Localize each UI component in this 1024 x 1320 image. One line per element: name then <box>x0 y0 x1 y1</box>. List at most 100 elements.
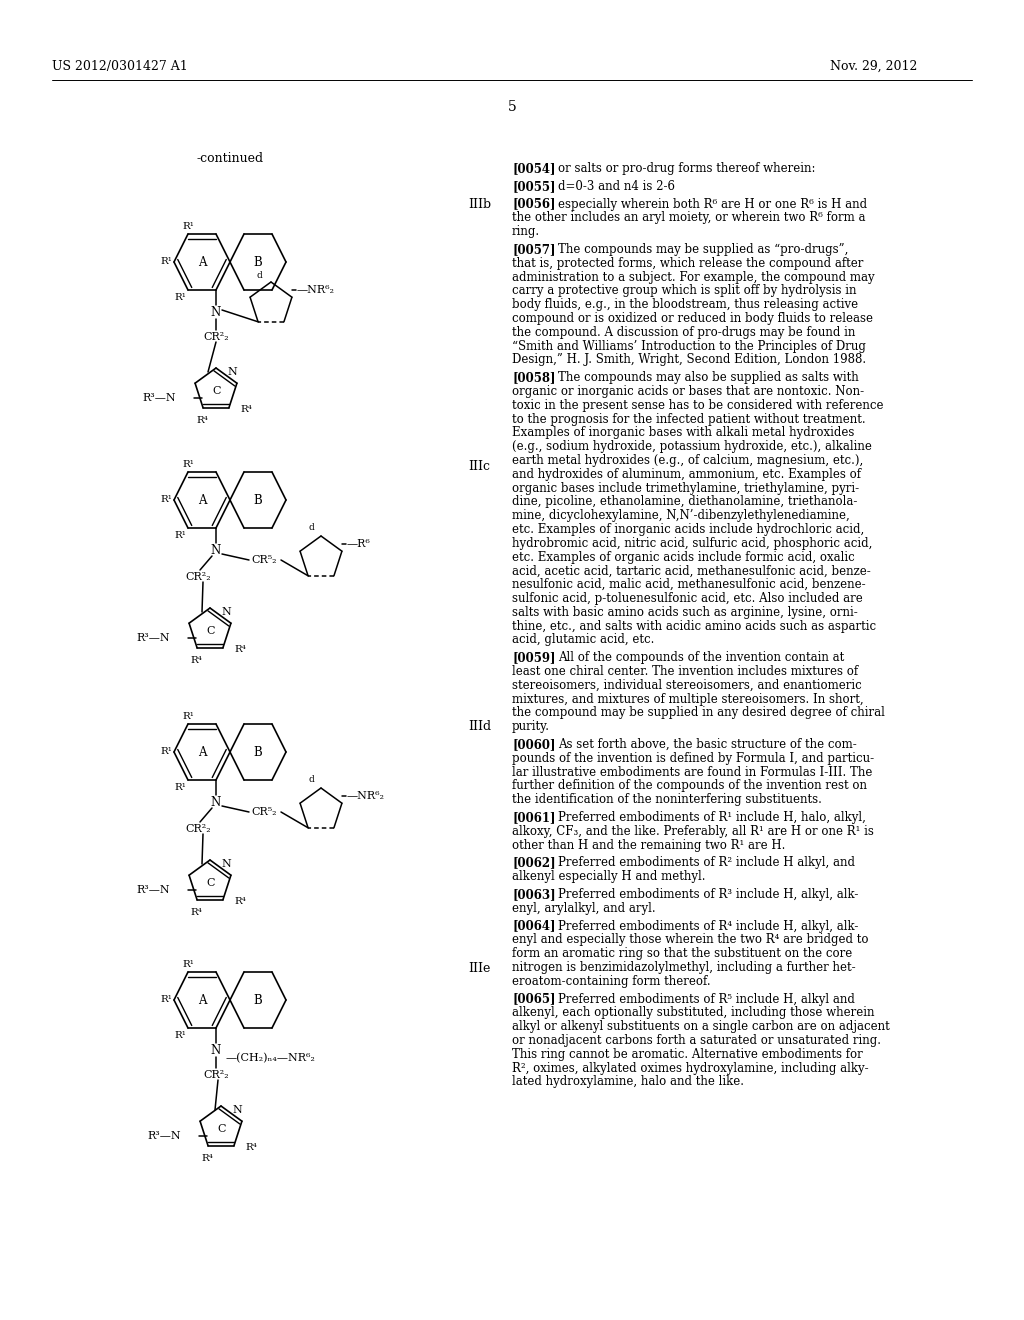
Text: B: B <box>254 256 262 268</box>
Text: This ring cannot be aromatic. Alternative embodiments for: This ring cannot be aromatic. Alternativ… <box>512 1048 863 1061</box>
Text: alkenyl especially H and methyl.: alkenyl especially H and methyl. <box>512 870 706 883</box>
Text: or salts or pro-drug forms thereof wherein:: or salts or pro-drug forms thereof where… <box>558 162 815 176</box>
Text: ring.: ring. <box>512 226 540 238</box>
Text: “Smith and Williams’ Introduction to the Principles of Drug: “Smith and Williams’ Introduction to the… <box>512 339 866 352</box>
Text: mine, dicyclohexylamine, N,N’-dibenzylethylenediamine,: mine, dicyclohexylamine, N,N’-dibenzylet… <box>512 510 850 523</box>
Text: R¹: R¹ <box>182 960 194 969</box>
Text: that is, protected forms, which release the compound after: that is, protected forms, which release … <box>512 257 863 269</box>
Text: [0056]: [0056] <box>512 198 555 211</box>
Text: nesulfonic acid, malic acid, methanesulfonic acid, benzene-: nesulfonic acid, malic acid, methanesulf… <box>512 578 865 591</box>
Text: A: A <box>198 994 206 1006</box>
Text: R⁴: R⁴ <box>201 1154 213 1163</box>
Text: Preferred embodiments of R¹ include H, halo, alkyl,: Preferred embodiments of R¹ include H, h… <box>558 810 866 824</box>
Text: A: A <box>198 746 206 759</box>
Text: mixtures, and mixtures of multiple stereoisomers. In short,: mixtures, and mixtures of multiple stere… <box>512 693 863 706</box>
Text: Preferred embodiments of R³ include H, alkyl, alk-: Preferred embodiments of R³ include H, a… <box>558 888 858 902</box>
Text: R⁴: R⁴ <box>245 1143 257 1152</box>
Text: administration to a subject. For example, the compound may: administration to a subject. For example… <box>512 271 874 284</box>
Text: R⁴: R⁴ <box>234 645 246 655</box>
Text: Preferred embodiments of R⁵ include H, alkyl and: Preferred embodiments of R⁵ include H, a… <box>558 993 855 1006</box>
Text: IIIe: IIIe <box>468 962 490 975</box>
Text: sulfonic acid, p-toluenesulfonic acid, etc. Also included are: sulfonic acid, p-toluenesulfonic acid, e… <box>512 591 863 605</box>
Text: The compounds may be supplied as “pro-drugs”,: The compounds may be supplied as “pro-dr… <box>558 243 848 256</box>
Text: C: C <box>207 878 215 888</box>
Text: body fluids, e.g., in the bloodstream, thus releasing active: body fluids, e.g., in the bloodstream, t… <box>512 298 858 312</box>
Text: IIIb: IIIb <box>468 198 492 211</box>
Text: CR²₂: CR²₂ <box>185 824 211 834</box>
Text: [0064]: [0064] <box>512 920 555 933</box>
Text: 5: 5 <box>508 100 516 114</box>
Text: [0062]: [0062] <box>512 857 556 870</box>
Text: and hydroxides of aluminum, ammonium, etc. Examples of: and hydroxides of aluminum, ammonium, et… <box>512 467 861 480</box>
Text: other than H and the remaining two R¹ are H.: other than H and the remaining two R¹ ar… <box>512 838 785 851</box>
Text: The compounds may also be supplied as salts with: The compounds may also be supplied as sa… <box>558 371 859 384</box>
Text: R¹: R¹ <box>182 711 194 721</box>
Text: CR²₂: CR²₂ <box>185 572 211 582</box>
Text: US 2012/0301427 A1: US 2012/0301427 A1 <box>52 59 187 73</box>
Text: C: C <box>218 1125 226 1134</box>
Text: N: N <box>211 305 221 318</box>
Text: [0065]: [0065] <box>512 993 555 1006</box>
Text: R⁴: R⁴ <box>190 908 202 917</box>
Text: the identification of the noninterfering substituents.: the identification of the noninterfering… <box>512 793 822 807</box>
Text: R³—N: R³—N <box>136 634 170 643</box>
Text: R¹: R¹ <box>182 222 194 231</box>
Text: R¹: R¹ <box>160 995 172 1005</box>
Text: R³—N: R³—N <box>147 1131 181 1140</box>
Text: [0058]: [0058] <box>512 371 555 384</box>
Text: Design,” H. J. Smith, Wright, Second Edition, London 1988.: Design,” H. J. Smith, Wright, Second Edi… <box>512 354 866 367</box>
Text: organic or inorganic acids or bases that are nontoxic. Non-: organic or inorganic acids or bases that… <box>512 385 864 399</box>
Text: —NR⁶₂: —NR⁶₂ <box>347 791 385 801</box>
Text: eroatom-containing form thereof.: eroatom-containing form thereof. <box>512 974 711 987</box>
Text: N: N <box>211 796 221 808</box>
Text: [0054]: [0054] <box>512 162 555 176</box>
Text: or nonadjacent carbons forth a saturated or unsaturated ring.: or nonadjacent carbons forth a saturated… <box>512 1034 881 1047</box>
Text: Nov. 29, 2012: Nov. 29, 2012 <box>830 59 918 73</box>
Text: [0055]: [0055] <box>512 180 555 193</box>
Text: organic bases include trimethylamine, triethylamine, pyri-: organic bases include trimethylamine, tr… <box>512 482 859 495</box>
Text: [0063]: [0063] <box>512 888 556 902</box>
Text: lar illustrative embodiments are found in Formulas I-III. The: lar illustrative embodiments are found i… <box>512 766 872 779</box>
Text: CR²₂: CR²₂ <box>203 333 228 342</box>
Text: R¹: R¹ <box>174 783 186 792</box>
Text: N: N <box>221 607 230 616</box>
Text: the compound. A discussion of pro-drugs may be found in: the compound. A discussion of pro-drugs … <box>512 326 855 339</box>
Text: C: C <box>207 626 215 636</box>
Text: lated hydroxylamine, halo and the like.: lated hydroxylamine, halo and the like. <box>512 1076 744 1089</box>
Text: dine, picoline, ethanolamine, diethanolamine, triethanola-: dine, picoline, ethanolamine, diethanola… <box>512 495 857 508</box>
Text: C: C <box>213 385 221 396</box>
Text: R¹: R¹ <box>160 747 172 756</box>
Text: enyl, arylalkyl, and aryl.: enyl, arylalkyl, and aryl. <box>512 902 655 915</box>
Text: d: d <box>256 271 262 280</box>
Text: R², oximes, alkylated oximes hydroxylamine, including alky-: R², oximes, alkylated oximes hydroxylami… <box>512 1061 868 1074</box>
Text: R⁴: R⁴ <box>240 405 252 414</box>
Text: R⁴: R⁴ <box>196 416 208 425</box>
Text: the compound may be supplied in any desired degree of chiral: the compound may be supplied in any desi… <box>512 706 885 719</box>
Text: R¹: R¹ <box>160 257 172 267</box>
Text: N: N <box>211 1044 221 1056</box>
Text: purity.: purity. <box>512 721 550 733</box>
Text: acid, glutamic acid, etc.: acid, glutamic acid, etc. <box>512 634 654 647</box>
Text: Examples of inorganic bases with alkali metal hydroxides: Examples of inorganic bases with alkali … <box>512 426 854 440</box>
Text: [0059]: [0059] <box>512 651 555 664</box>
Text: etc. Examples of inorganic acids include hydrochloric acid,: etc. Examples of inorganic acids include… <box>512 523 864 536</box>
Text: R¹: R¹ <box>174 293 186 302</box>
Text: A: A <box>198 256 206 268</box>
Text: —NR⁶₂: —NR⁶₂ <box>297 285 335 294</box>
Text: [0060]: [0060] <box>512 738 555 751</box>
Text: All of the compounds of the invention contain at: All of the compounds of the invention co… <box>558 651 844 664</box>
Text: toxic in the present sense has to be considered with reference: toxic in the present sense has to be con… <box>512 399 884 412</box>
Text: carry a protective group which is split off by hydrolysis in: carry a protective group which is split … <box>512 284 856 297</box>
Text: R⁴: R⁴ <box>190 656 202 665</box>
Text: B: B <box>254 746 262 759</box>
Text: N: N <box>232 1105 242 1115</box>
Text: d: d <box>308 523 314 532</box>
Text: B: B <box>254 994 262 1006</box>
Text: CR⁵₂: CR⁵₂ <box>251 554 276 565</box>
Text: R⁴: R⁴ <box>234 898 246 907</box>
Text: N: N <box>221 859 230 869</box>
Text: Preferred embodiments of R⁴ include H, alkyl, alk-: Preferred embodiments of R⁴ include H, a… <box>558 920 858 933</box>
Text: enyl and especially those wherein the two R⁴ are bridged to: enyl and especially those wherein the tw… <box>512 933 868 946</box>
Text: As set forth above, the basic structure of the com-: As set forth above, the basic structure … <box>558 738 857 751</box>
Text: stereoisomers, individual stereoisomers, and enantiomeric: stereoisomers, individual stereoisomers,… <box>512 678 862 692</box>
